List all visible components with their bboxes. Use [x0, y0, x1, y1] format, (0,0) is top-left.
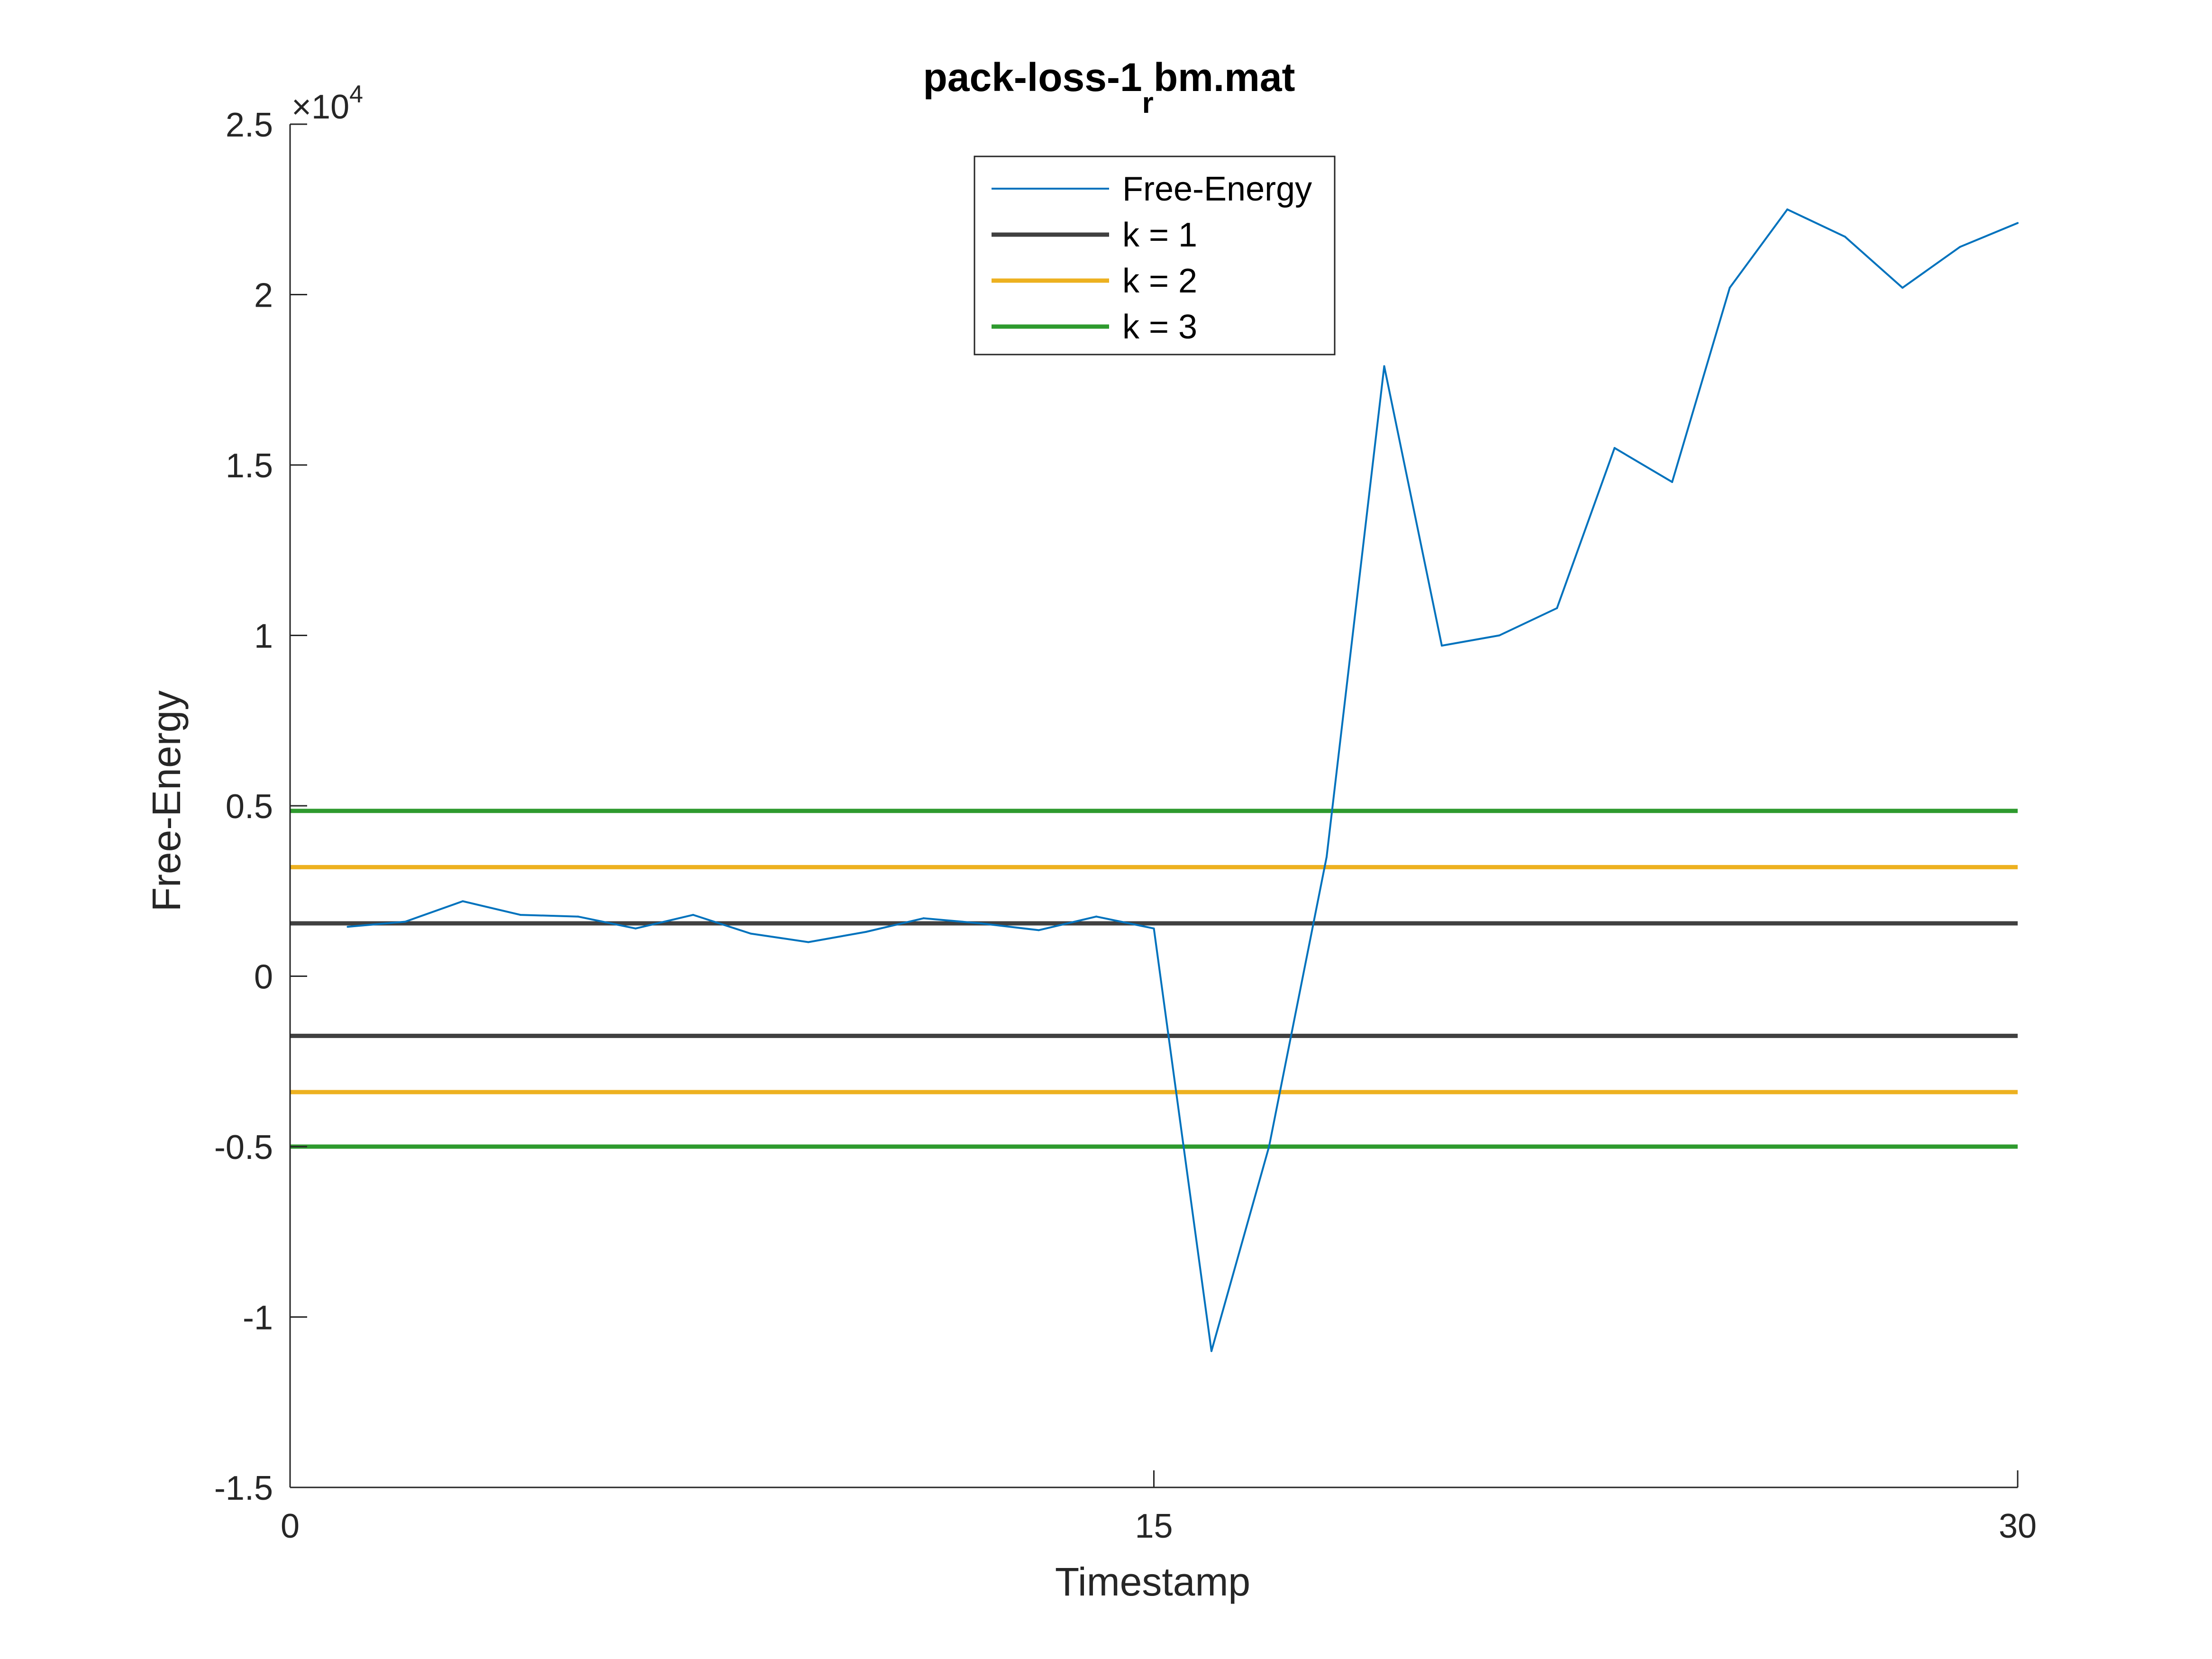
- free-energy-point: [1959, 246, 1961, 248]
- y-tick-label: 0.5: [226, 788, 273, 826]
- free-energy-point: [346, 926, 349, 928]
- free-energy-line: [347, 208, 2018, 1352]
- legend-entry-label: k = 2: [1122, 262, 1197, 300]
- free-energy-point: [635, 927, 637, 930]
- legend: Free-Energy k = 1 k = 2 k = 3: [974, 155, 1336, 356]
- threshold-lines: [290, 809, 2018, 1149]
- x-tick-label: 30: [1999, 1507, 2037, 1545]
- free-energy-point: [1844, 236, 1846, 238]
- free-energy-point: [1498, 634, 1501, 637]
- free-energy-point: [1902, 287, 1903, 289]
- free-energy-point: [692, 914, 694, 916]
- free-energy-point: [1556, 607, 1558, 609]
- free-energy-point: [1153, 927, 1155, 930]
- legend-entry-label: Free-Energy: [1122, 170, 1312, 208]
- free-energy-point: [1671, 481, 1673, 483]
- free-energy-point: [1095, 915, 1097, 918]
- free-energy-point: [1441, 645, 1443, 647]
- free-energy-point: [1326, 856, 1328, 858]
- free-energy-point: [1268, 1146, 1270, 1148]
- free-energy-point: [807, 941, 810, 943]
- y-tick-label: 1: [254, 618, 273, 656]
- x-axis-label: Timestamp: [1055, 1559, 1250, 1604]
- legend-entry-label: k = 3: [1122, 308, 1197, 346]
- y-tick-label: -0.5: [214, 1129, 273, 1167]
- free-energy-point: [750, 932, 752, 935]
- y-tick-label: 1.5: [226, 447, 273, 485]
- y-tick-label: 2: [254, 277, 273, 315]
- free-energy-point: [577, 915, 579, 918]
- legend-entry-label: k = 1: [1122, 216, 1197, 254]
- free-energy-point: [980, 922, 982, 925]
- free-energy-point: [1383, 365, 1385, 367]
- free-energy-point: [1211, 1350, 1212, 1352]
- free-energy-point: [922, 917, 925, 920]
- y-tick-label: 0: [254, 958, 273, 996]
- free-energy-point: [1729, 287, 1731, 289]
- y-tick-label: 2.5: [226, 106, 273, 144]
- y-axis-ticks: -1.5 -1 -0.5 0 0.5 1 1.5 2 2.5: [214, 106, 307, 1507]
- x-tick-label: 15: [1135, 1507, 1173, 1545]
- chart-title: pack-loss-1rbm.mat: [923, 55, 1295, 119]
- x-axis-ticks: 0 15 30: [281, 1470, 2037, 1545]
- y-tick-label: -1.5: [214, 1469, 273, 1507]
- free-energy-point: [865, 931, 867, 933]
- y-tick-label: -1: [243, 1299, 273, 1337]
- free-energy-point: [519, 914, 521, 916]
- x-tick-label: 0: [281, 1507, 300, 1545]
- y-axis-label: Free-Energy: [144, 691, 189, 912]
- free-energy-point: [2017, 222, 2019, 224]
- y-exponent-label: ×104: [291, 81, 363, 126]
- free-energy-point: [1786, 208, 1788, 210]
- free-energy-point: [1038, 929, 1040, 931]
- free-energy-point: [462, 900, 464, 902]
- free-energy-point: [404, 921, 406, 923]
- free-energy-series: [346, 208, 2019, 1352]
- free-energy-point: [1613, 447, 1616, 449]
